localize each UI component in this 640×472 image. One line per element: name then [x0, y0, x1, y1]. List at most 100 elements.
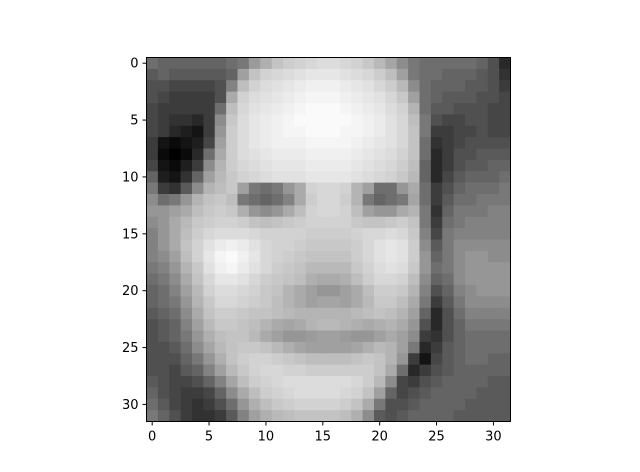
heatmap-cell: [487, 68, 500, 81]
heatmap-cell: [317, 262, 329, 275]
heatmap-cell: [237, 285, 250, 297]
heatmap-cell: [442, 239, 455, 252]
heatmap-cell: [453, 285, 466, 297]
heatmap-cell: [442, 330, 455, 343]
heatmap-cell: [226, 137, 238, 149]
heatmap-cell: [260, 182, 273, 195]
heatmap-cell: [317, 148, 329, 161]
y-tick-label: 25: [122, 341, 139, 356]
heatmap-cell: [419, 171, 432, 184]
heatmap-cell: [260, 228, 273, 240]
heatmap-cell: [317, 91, 329, 104]
heatmap-cell: [453, 319, 466, 331]
heatmap-cell: [226, 228, 238, 240]
heatmap-cell: [362, 159, 375, 172]
heatmap-cell: [362, 182, 375, 195]
heatmap-cell: [442, 125, 455, 138]
heatmap-cell: [476, 307, 489, 320]
heatmap-cell: [408, 125, 420, 138]
heatmap-cell: [465, 398, 477, 411]
heatmap-cell: [317, 273, 329, 286]
heatmap-cell: [465, 296, 477, 309]
heatmap-cell: [339, 103, 352, 115]
heatmap-cell: [408, 159, 420, 172]
heatmap-cell: [294, 296, 307, 309]
heatmap-cell: [146, 319, 159, 331]
heatmap-cell: [408, 91, 420, 104]
heatmap-cell: [146, 205, 159, 218]
heatmap-cell: [146, 307, 159, 320]
heatmap-cell: [317, 285, 329, 297]
heatmap-cell: [362, 410, 375, 422]
heatmap-cell: [499, 307, 511, 320]
heatmap-cell: [476, 80, 489, 93]
heatmap-cell: [487, 171, 500, 184]
heatmap-cell: [487, 239, 500, 252]
heatmap-cell: [283, 364, 295, 377]
heatmap-cell: [328, 364, 341, 377]
heatmap-cell: [214, 376, 227, 388]
heatmap-cell: [237, 262, 250, 275]
heatmap-cell: [214, 91, 227, 104]
heatmap-cell: [408, 273, 420, 286]
heatmap-cell: [146, 80, 159, 93]
heatmap-cell: [351, 398, 364, 411]
heatmap-cell: [271, 353, 284, 366]
heatmap-cell: [157, 262, 170, 275]
heatmap-cell: [192, 171, 204, 184]
heatmap-cell: [339, 91, 352, 104]
axes-frame: [146, 57, 511, 422]
heatmap-cell: [294, 250, 307, 263]
heatmap-cell: [362, 387, 375, 400]
heatmap-cell: [283, 159, 295, 172]
heatmap-cell: [214, 194, 227, 206]
heatmap-cell: [271, 341, 284, 354]
heatmap-cell: [283, 376, 295, 388]
heatmap-cell: [294, 194, 307, 206]
heatmap-cell: [180, 296, 193, 309]
heatmap-cell: [476, 194, 489, 206]
heatmap-cell: [203, 205, 216, 218]
heatmap-cell: [487, 148, 500, 161]
heatmap-cell: [248, 68, 261, 81]
heatmap-cell: [339, 114, 352, 127]
heatmap-cell: [408, 182, 420, 195]
heatmap-cell: [351, 80, 364, 93]
heatmap-cell: [260, 194, 273, 206]
heatmap-cell: [396, 307, 409, 320]
heatmap-cell: [362, 353, 375, 366]
heatmap-cell: [294, 125, 307, 138]
heatmap-cell: [294, 171, 307, 184]
heatmap-cell: [351, 285, 364, 297]
heatmap-cell: [476, 91, 489, 104]
heatmap-cell: [305, 137, 318, 149]
heatmap-cell: [419, 148, 432, 161]
heatmap-cell: [328, 182, 341, 195]
heatmap-cell: [157, 285, 170, 297]
heatmap-cell: [339, 194, 352, 206]
heatmap-cell: [169, 398, 182, 411]
heatmap-cell: [180, 57, 193, 70]
heatmap-cell: [385, 57, 398, 70]
heatmap-cell: [351, 387, 364, 400]
heatmap-cell: [442, 319, 455, 331]
heatmap-cell: [374, 137, 386, 149]
heatmap-cell: [339, 182, 352, 195]
heatmap-cell: [157, 228, 170, 240]
heatmap-cell: [146, 364, 159, 377]
heatmap-cell: [362, 239, 375, 252]
heatmap-cell: [499, 319, 511, 331]
heatmap-cell: [374, 330, 386, 343]
heatmap-cell: [237, 68, 250, 81]
heatmap-cell: [328, 171, 341, 184]
heatmap-cell: [453, 239, 466, 252]
heatmap-cell: [430, 171, 443, 184]
heatmap-cell: [351, 205, 364, 218]
heatmap-cell: [180, 114, 193, 127]
heatmap-image: [146, 57, 511, 422]
heatmap-cell: [396, 376, 409, 388]
y-tick-label: 10: [122, 170, 139, 185]
heatmap-cell: [237, 114, 250, 127]
heatmap-cell: [362, 137, 375, 149]
heatmap-cell: [226, 353, 238, 366]
